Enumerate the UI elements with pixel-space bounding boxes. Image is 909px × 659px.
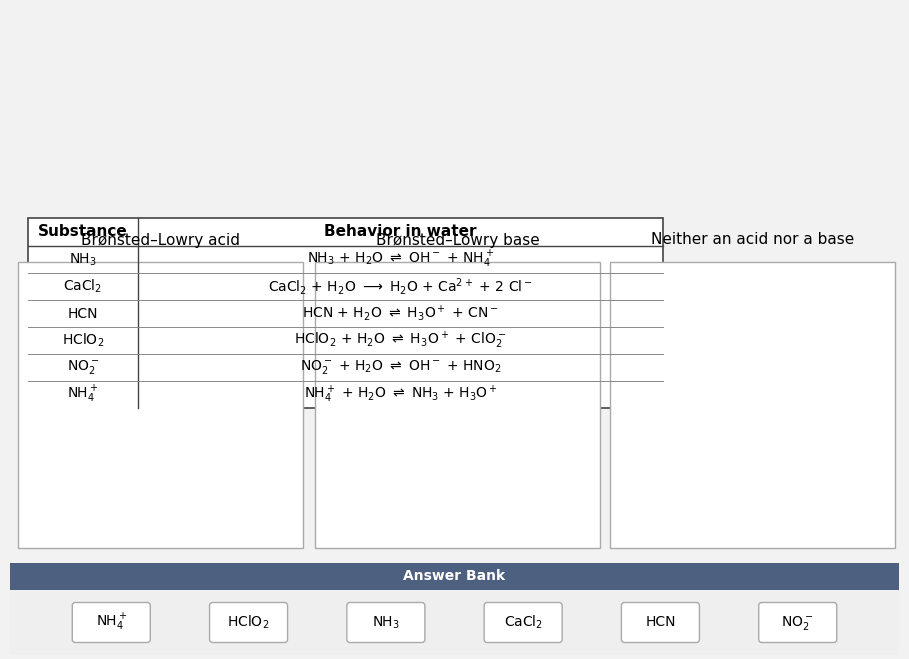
Text: HClO$_2$ + H$_2$O $\rightleftharpoons$ H$_3$O$^+$ + ClO$_2^-$: HClO$_2$ + H$_2$O $\rightleftharpoons$ H…	[295, 330, 507, 351]
Text: NH$_4^+$: NH$_4^+$	[67, 384, 99, 405]
Text: HClO$_2$: HClO$_2$	[227, 614, 270, 631]
Text: CaCl$_2$: CaCl$_2$	[64, 278, 103, 295]
Text: Neither an acid nor a base: Neither an acid nor a base	[651, 233, 854, 248]
FancyBboxPatch shape	[347, 602, 425, 643]
FancyBboxPatch shape	[484, 602, 562, 643]
Text: NO$_2^-$: NO$_2^-$	[782, 614, 814, 631]
Text: NO$_2^-$: NO$_2^-$	[66, 358, 99, 376]
Text: CaCl$_2$: CaCl$_2$	[504, 614, 543, 631]
Bar	[315, 262, 600, 548]
Text: Brønsted–Lowry base: Brønsted–Lowry base	[375, 233, 539, 248]
Text: HCN: HCN	[68, 306, 98, 320]
Bar	[10, 563, 899, 590]
Text: HCN + H$_2$O $\rightleftharpoons$ H$_3$O$^+$ + CN$^-$: HCN + H$_2$O $\rightleftharpoons$ H$_3$O…	[302, 304, 499, 324]
Text: NH$_3$: NH$_3$	[372, 614, 400, 631]
Bar	[28, 218, 663, 408]
Text: Answer Bank: Answer Bank	[404, 569, 505, 583]
Text: NO$_2^-$ + H$_2$O $\rightleftharpoons$ OH$^-$ + HNO$_2$: NO$_2^-$ + H$_2$O $\rightleftharpoons$ O…	[300, 358, 501, 376]
Text: CaCl$_2$ + H$_2$O $\longrightarrow$ H$_2$O + Ca$^{2+}$ + 2 Cl$^-$: CaCl$_2$ + H$_2$O $\longrightarrow$ H$_2…	[268, 276, 533, 297]
FancyBboxPatch shape	[210, 602, 287, 643]
Bar	[610, 262, 895, 548]
Text: HClO$_2$: HClO$_2$	[62, 331, 105, 349]
Text: Substance: Substance	[38, 225, 128, 239]
FancyBboxPatch shape	[759, 602, 836, 643]
Text: NH$_4^+$: NH$_4^+$	[95, 612, 127, 633]
Text: NH$_3$: NH$_3$	[69, 251, 97, 268]
Text: HCN: HCN	[645, 616, 675, 629]
Text: Brønsted–Lowry acid: Brønsted–Lowry acid	[81, 233, 240, 248]
FancyBboxPatch shape	[622, 602, 699, 643]
FancyBboxPatch shape	[73, 602, 150, 643]
Text: NH$_3$ + H$_2$O $\rightleftharpoons$ OH$^-$ + NH$_4^+$: NH$_3$ + H$_2$O $\rightleftharpoons$ OH$…	[307, 249, 494, 270]
Text: NH$_4^+$ + H$_2$O $\rightleftharpoons$ NH$_3$ + H$_3$O$^+$: NH$_4^+$ + H$_2$O $\rightleftharpoons$ N…	[304, 384, 497, 405]
Bar	[10, 590, 899, 655]
Bar	[18, 262, 303, 548]
Text: Behavior in water: Behavior in water	[325, 225, 476, 239]
